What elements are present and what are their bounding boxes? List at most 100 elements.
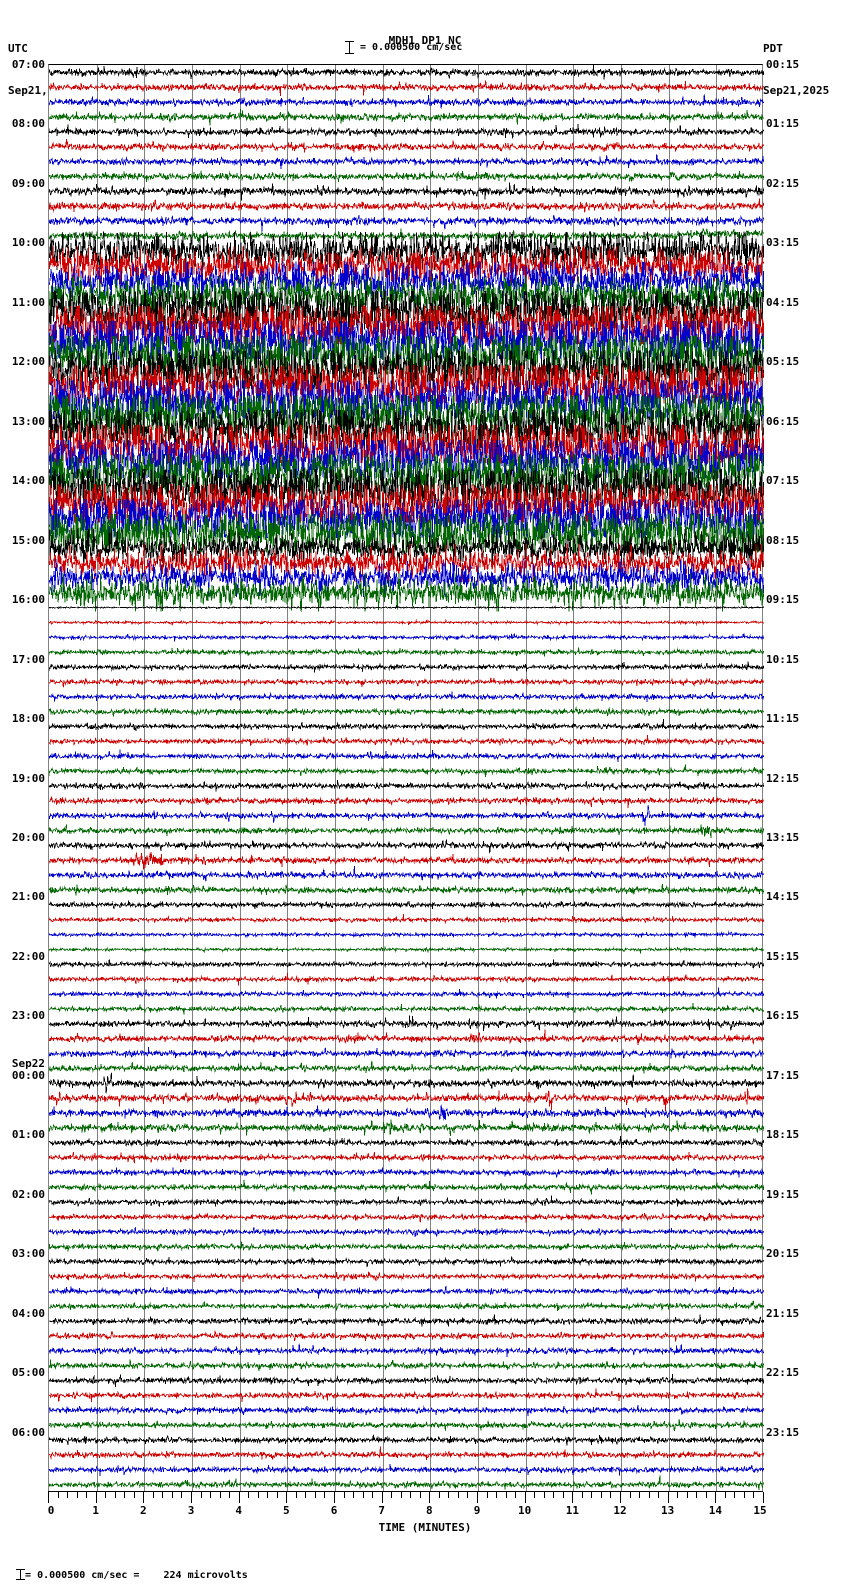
grid-line-minute-8 <box>430 65 432 1491</box>
trace-line-42 <box>49 691 764 702</box>
x-tick-5.0 <box>286 1492 288 1503</box>
trace-line-46 <box>49 749 764 763</box>
right-time-label-2: 02:15 <box>766 176 800 190</box>
x-tick-8.0 <box>429 1492 431 1503</box>
left-timezone-label: UTC <box>8 42 28 55</box>
x-tick-1.6 <box>124 1492 126 1498</box>
grid-line-minute-3 <box>192 65 193 1491</box>
x-tick-4.2 <box>248 1492 250 1498</box>
x-tick-9.4 <box>496 1492 498 1498</box>
trace-line-69 <box>49 1088 764 1111</box>
seismogram-traces <box>49 65 764 1490</box>
x-tick-14.0 <box>715 1492 717 1503</box>
x-tick-label-15: 15 <box>753 1504 767 1517</box>
trace-line-24 <box>49 408 764 450</box>
trace-container <box>49 65 764 1491</box>
x-tick-10.4 <box>543 1492 545 1498</box>
x-tick-2.0 <box>143 1492 145 1503</box>
grid-line-minute-7 <box>382 65 384 1491</box>
left-time-label-7: 14:00 <box>11 474 45 488</box>
x-tick-label-14: 14 <box>708 1504 722 1517</box>
trace-line-34 <box>49 558 764 597</box>
trace-line-7 <box>49 170 764 183</box>
scale-bar-label: = 0.000500 cm/sec <box>360 42 463 53</box>
x-tick-8.2 <box>438 1492 440 1498</box>
x-tick-5.4 <box>305 1492 307 1498</box>
left-time-label-0: 07:00 <box>11 58 45 71</box>
trace-line-67 <box>49 1060 764 1074</box>
left-time-label-4: 11:00 <box>11 295 45 309</box>
grid-line-minute-1 <box>96 65 98 1491</box>
x-tick-12.8 <box>658 1492 660 1498</box>
trace-line-85 <box>49 1330 764 1342</box>
x-tick-9.8 <box>515 1492 517 1498</box>
grid-line-minute-14 <box>716 65 718 1491</box>
right-time-axis: 00:15 01:15 02:15 03:15 04:15 05:15 06:15 07:15… <box>766 58 850 1491</box>
right-time-label-4: 04:15 <box>766 295 800 309</box>
x-tick-5.8 <box>324 1492 326 1498</box>
station-code-label: MDH1 DP1 NC <box>388 34 462 47</box>
x-tick-13.4 <box>686 1492 688 1498</box>
left-time-label-1: 08:00 <box>11 117 45 131</box>
trace-line-66 <box>49 1047 764 1059</box>
right-time-label-12: 12:15 <box>766 771 800 785</box>
trace-line-87 <box>49 1359 764 1371</box>
x-tick-label-3: 3 <box>187 1504 195 1517</box>
x-axis-line <box>48 1491 763 1492</box>
x-tick-3.2 <box>200 1492 202 1498</box>
trace-line-41 <box>49 677 764 688</box>
x-tick-1.0 <box>95 1492 97 1503</box>
trace-line-76 <box>49 1195 764 1207</box>
x-tick-11.6 <box>600 1492 602 1498</box>
seismogram-plot-area[interactable] <box>48 64 764 1491</box>
x-tick-10.0 <box>524 1492 526 1503</box>
right-timezone-block: PDT Sep21,2025 <box>763 14 829 112</box>
trace-line-31 <box>49 512 764 554</box>
left-time-label-3: 10:00 <box>11 236 45 250</box>
x-tick-12.0 <box>620 1492 621 1503</box>
x-tick-8.6 <box>457 1492 459 1498</box>
x-tick-label-12: 12 <box>613 1504 627 1517</box>
x-tick-label-13: 13 <box>661 1504 675 1517</box>
right-time-label-21: 21:15 <box>766 1306 800 1320</box>
x-tick-label-8: 8 <box>426 1504 433 1517</box>
x-tick-14.8 <box>753 1492 755 1498</box>
right-time-label-5: 05:15 <box>766 355 800 369</box>
right-time-label-9: 09:15 <box>766 593 800 607</box>
x-tick-label-0: 0 <box>47 1504 55 1517</box>
x-tick-9.6 <box>505 1492 507 1498</box>
x-tick-1.8 <box>133 1492 135 1498</box>
x-tick-13.6 <box>696 1492 698 1498</box>
trace-line-44 <box>49 719 764 732</box>
right-time-label-13: 13:15 <box>766 830 800 844</box>
x-tick-0.0 <box>48 1492 49 1503</box>
right-time-label-20: 20:15 <box>766 1247 800 1261</box>
trace-line-6 <box>49 153 764 169</box>
trace-line-38 <box>49 633 764 642</box>
x-tick-0.6 <box>76 1492 78 1498</box>
x-tick-0.4 <box>67 1492 69 1498</box>
x-tick-7.0 <box>381 1492 383 1503</box>
right-time-label-11: 11:15 <box>766 712 800 726</box>
trace-line-51 <box>49 824 764 838</box>
trace-line-3 <box>49 108 764 126</box>
trace-line-43 <box>49 706 764 717</box>
trace-line-10 <box>49 214 764 232</box>
x-axis-title: TIME (MINUTES) <box>378 1521 472 1534</box>
trace-line-89 <box>49 1388 764 1403</box>
trace-line-78 <box>49 1227 764 1238</box>
trace-line-74 <box>49 1167 764 1178</box>
trace-line-26 <box>49 439 764 480</box>
x-tick-0.8 <box>86 1492 88 1498</box>
trace-line-65 <box>49 1029 764 1046</box>
left-time-label-11: 18:00 <box>11 712 45 726</box>
left-time-label-20: 03:00 <box>11 1247 45 1261</box>
left-time-label-8: 15:00 <box>11 533 45 547</box>
trace-line-75 <box>49 1179 764 1195</box>
x-tick-3.4 <box>210 1492 212 1498</box>
footer-scale-label: = 0.000500 cm/sec = 224 microvolts <box>25 1570 248 1581</box>
left-time-label-9: 16:00 <box>11 593 45 607</box>
x-tick-12.2 <box>629 1492 631 1498</box>
right-time-label-15: 15:15 <box>766 949 800 963</box>
left-time-label-18: 01:00 <box>11 1128 45 1142</box>
